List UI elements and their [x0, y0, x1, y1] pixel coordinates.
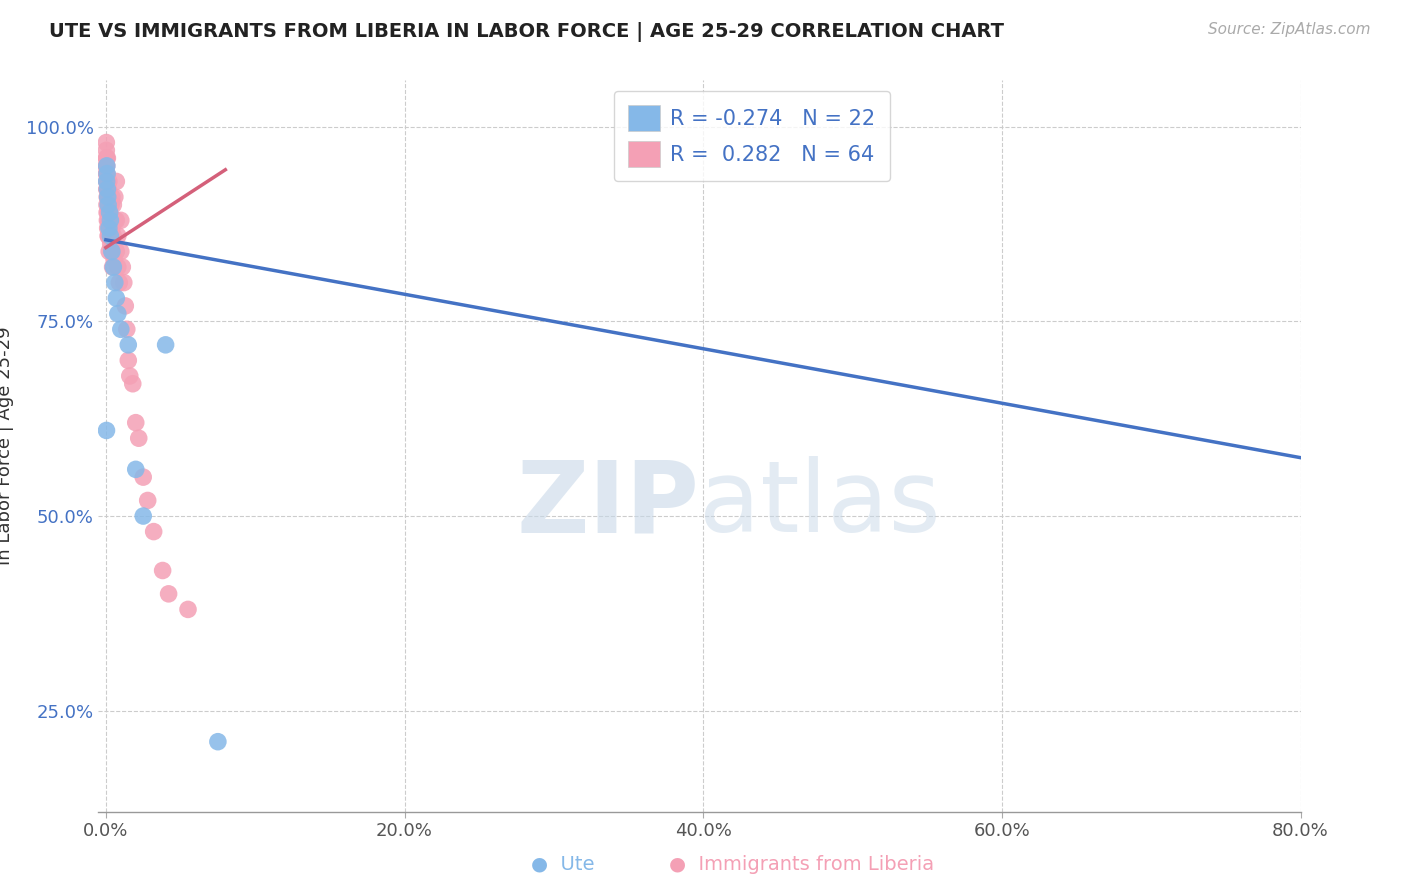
Point: [97, 228, 120, 243]
Point: [101, 260, 124, 274]
Point: [104, 276, 127, 290]
Point: [177, 602, 200, 616]
Point: [97, 182, 120, 196]
Point: [101, 190, 124, 204]
Point: [117, 353, 139, 368]
Point: [112, 276, 135, 290]
Point: [98, 205, 121, 219]
Point: [115, 322, 138, 336]
Point: [97, 190, 120, 204]
Point: [97, 198, 120, 212]
Point: [96, 424, 118, 438]
Point: [128, 431, 150, 445]
Point: [107, 260, 129, 274]
Point: [101, 221, 124, 235]
Point: [96, 151, 118, 165]
Point: [107, 228, 129, 243]
Point: [157, 587, 180, 601]
Point: [111, 260, 134, 274]
Point: [97, 221, 120, 235]
Point: [97, 213, 120, 227]
Point: [100, 236, 122, 251]
Point: [114, 299, 136, 313]
Point: [155, 338, 177, 352]
Point: [98, 228, 121, 243]
Point: [97, 190, 120, 204]
Point: [132, 470, 155, 484]
Point: [96, 159, 118, 173]
Point: [98, 221, 121, 235]
Point: [136, 493, 159, 508]
Point: [97, 205, 120, 219]
Point: [107, 307, 129, 321]
Point: [97, 221, 120, 235]
Point: [96, 182, 118, 196]
Point: [104, 213, 127, 227]
Point: [96, 167, 118, 181]
Point: [132, 509, 155, 524]
Point: [97, 213, 120, 227]
Point: [96, 205, 118, 219]
Point: [101, 244, 124, 259]
Point: [104, 190, 127, 204]
Point: [96, 190, 118, 204]
Point: [97, 174, 120, 188]
Point: [110, 213, 132, 227]
Point: [152, 564, 174, 578]
Point: [110, 244, 132, 259]
Text: atlas: atlas: [699, 456, 941, 553]
Point: [105, 244, 128, 259]
Point: [101, 244, 124, 259]
Point: [98, 244, 121, 259]
Text: ●  Ute: ● Ute: [530, 855, 595, 873]
Point: [96, 144, 118, 158]
Text: UTE VS IMMIGRANTS FROM LIBERIA IN LABOR FORCE | AGE 25-29 CORRELATION CHART: UTE VS IMMIGRANTS FROM LIBERIA IN LABOR …: [49, 22, 1004, 42]
Point: [103, 228, 125, 243]
Point: [96, 151, 118, 165]
Point: [96, 159, 118, 173]
Legend: R = -0.274   N = 22, R =  0.282   N = 64: R = -0.274 N = 22, R = 0.282 N = 64: [614, 91, 890, 181]
Point: [110, 322, 132, 336]
Point: [142, 524, 165, 539]
Point: [105, 174, 128, 188]
Point: [125, 462, 148, 476]
Point: [117, 338, 139, 352]
Point: [105, 213, 128, 227]
Text: Source: ZipAtlas.com: Source: ZipAtlas.com: [1208, 22, 1371, 37]
Point: [97, 228, 120, 243]
Point: [96, 167, 118, 181]
Y-axis label: In Labor Force | Age 25-29: In Labor Force | Age 25-29: [0, 326, 14, 566]
Point: [125, 416, 148, 430]
Point: [121, 376, 143, 391]
Point: [118, 368, 141, 383]
Point: [96, 174, 118, 188]
Point: [207, 734, 229, 748]
Point: [97, 198, 120, 212]
Point: [96, 159, 118, 173]
Point: [108, 276, 131, 290]
Point: [96, 182, 118, 196]
Point: [96, 182, 118, 196]
Point: [103, 252, 125, 267]
Point: [103, 198, 125, 212]
Point: [98, 213, 121, 227]
Point: [96, 174, 118, 188]
Point: [96, 213, 118, 227]
Point: [96, 174, 118, 188]
Point: [96, 198, 118, 212]
Point: [96, 136, 118, 150]
Point: [100, 198, 122, 212]
Point: [96, 167, 118, 181]
Point: [105, 291, 128, 305]
Text: ZIP: ZIP: [516, 456, 699, 553]
Point: [103, 260, 125, 274]
Point: [98, 213, 121, 227]
Point: [96, 151, 118, 165]
Text: ●  Immigrants from Liberia: ● Immigrants from Liberia: [669, 855, 934, 873]
